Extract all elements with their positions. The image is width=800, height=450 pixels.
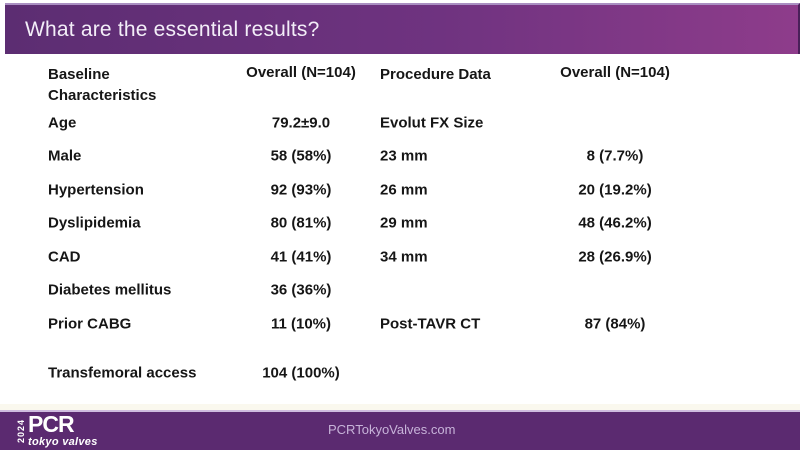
table-row: Transfemoral access 104 (100%) — [48, 357, 362, 391]
row-label: 34 mm — [380, 248, 428, 266]
table-row: Dyslipidemia 80 (81%) — [48, 207, 362, 241]
row-value: 41 (41%) — [270, 248, 332, 266]
table-header-row: Procedure Data Overall (N=104) — [380, 62, 680, 106]
row-label: CAD — [48, 248, 81, 266]
row-label: Dyslipidemia — [48, 214, 141, 232]
row-value: 28 (26.9%) — [578, 248, 652, 266]
slide-header-band: What are the essential results? — [5, 3, 800, 54]
table-row: CAD 41 (41%) — [48, 240, 362, 274]
row-value: 104 (100%) — [262, 364, 340, 382]
logo-brand: PCR — [28, 411, 75, 437]
pre-footer-strip — [0, 404, 800, 410]
baseline-characteristics-table: Baseline Characteristics Overall (N=104)… — [48, 62, 362, 390]
footer-band: 2024 PCR tokyo valves PCRTokyoValves.com — [0, 410, 800, 450]
column-header-label: Procedure Data — [380, 66, 491, 83]
row-label: Male — [48, 147, 82, 165]
table-row: Post-TAVR CT 87 (84%) — [380, 307, 680, 341]
table-row: Evolut FX Size — [380, 106, 680, 140]
row-value: 11 (10%) — [270, 315, 332, 333]
row-value: 8 (7.7%) — [586, 147, 644, 165]
footer-website: PCRTokyoValves.com — [328, 422, 456, 437]
table-row: Diabetes mellitus 36 (36%) — [48, 274, 362, 308]
pcr-tokyo-valves-logo: 2024 PCR tokyo valves — [16, 411, 98, 448]
logo-year: 2024 — [16, 419, 26, 444]
row-value: 20 (19.2%) — [578, 181, 652, 199]
table-row: 26 mm 20 (19.2%) — [380, 173, 680, 207]
column-header-value: Overall (N=104) — [246, 64, 356, 81]
row-value: 92 (93%) — [270, 181, 332, 199]
row-label: Hypertension — [48, 181, 144, 199]
table-row: Male 58 (58%) — [48, 140, 362, 174]
row-value: 87 (84%) — [584, 315, 646, 333]
logo-main: PCR tokyo valves — [28, 411, 98, 448]
row-label: Prior CABG — [48, 315, 132, 333]
column-header-label: Baseline Characteristics — [48, 66, 157, 104]
procedure-data-table: Procedure Data Overall (N=104) Evolut FX… — [380, 62, 680, 341]
logo-subtitle: tokyo valves — [28, 435, 98, 448]
row-spacer — [380, 274, 680, 308]
row-value: 79.2±9.0 — [271, 114, 331, 132]
row-value: 36 (36%) — [270, 281, 332, 299]
slide-title: What are the essential results? — [25, 17, 320, 41]
row-label: Age — [48, 114, 77, 132]
column-header-value: Overall (N=104) — [560, 64, 670, 81]
row-label: Transfemoral access — [48, 364, 197, 382]
row-label: Post-TAVR CT — [380, 315, 481, 333]
row-value: 80 (81%) — [270, 214, 332, 232]
row-label: Evolut FX Size — [380, 114, 484, 132]
table-row: 34 mm 28 (26.9%) — [380, 240, 680, 274]
row-label: 23 mm — [380, 147, 428, 165]
table-row: 23 mm 8 (7.7%) — [380, 140, 680, 174]
row-label: 26 mm — [380, 181, 428, 199]
row-value: 58 (58%) — [270, 147, 332, 165]
table-row: Hypertension 92 (93%) — [48, 173, 362, 207]
row-label: 29 mm — [380, 214, 428, 232]
row-value: 48 (46.2%) — [578, 214, 652, 232]
table-row: Age 79.2±9.0 — [48, 106, 362, 140]
table-row: 29 mm 48 (46.2%) — [380, 207, 680, 241]
table-row: Prior CABG 11 (10%) — [48, 307, 362, 341]
row-spacer — [48, 341, 362, 357]
row-label: Diabetes mellitus — [48, 281, 172, 299]
table-header-row: Baseline Characteristics Overall (N=104) — [48, 62, 362, 106]
